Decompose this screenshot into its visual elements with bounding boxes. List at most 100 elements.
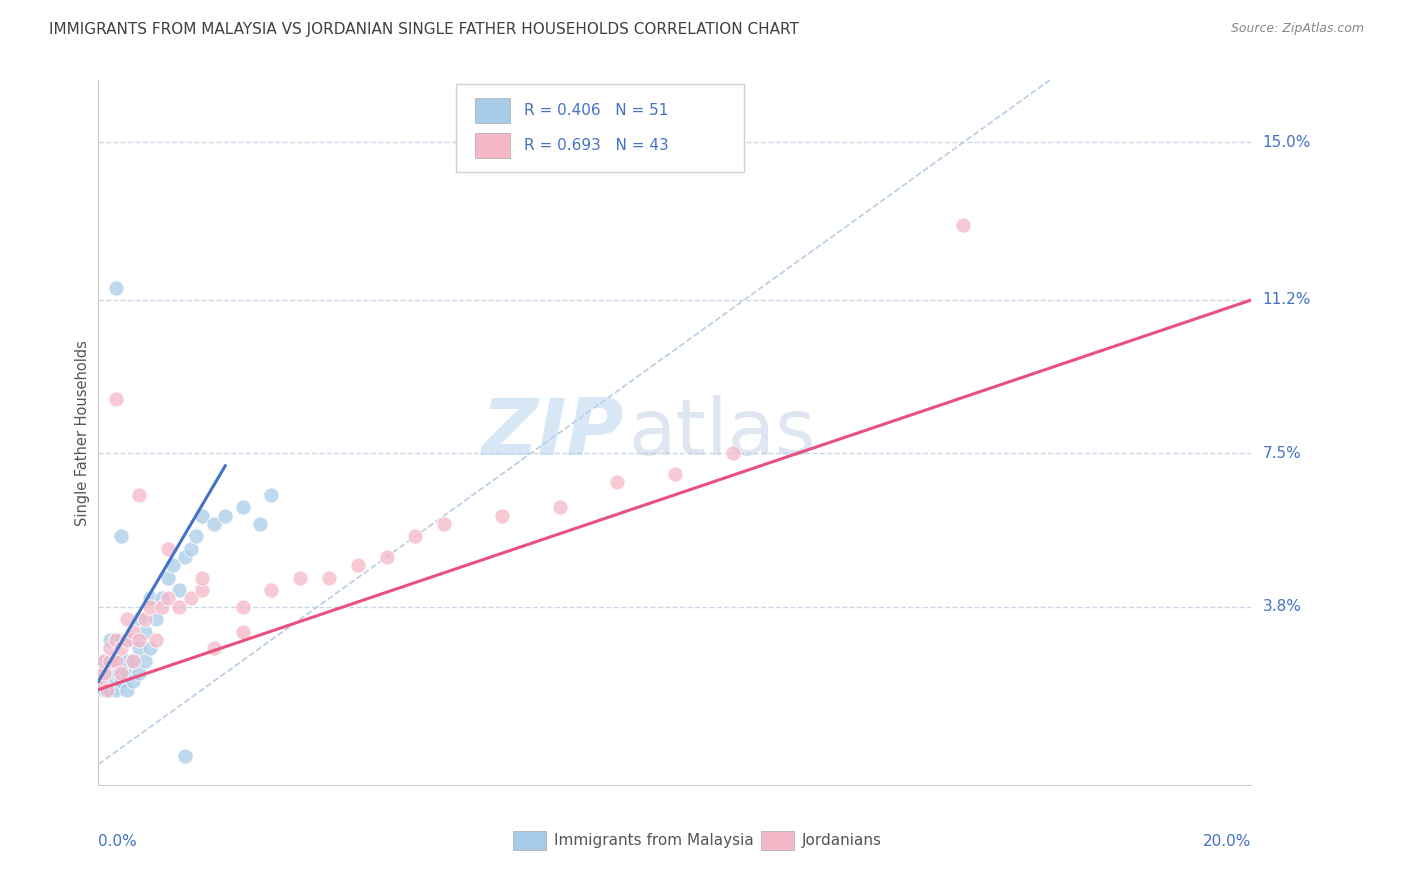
Point [433, 516, 456, 531]
Text: atlas: atlas [628, 394, 817, 471]
FancyBboxPatch shape [762, 830, 793, 850]
Point [98, 666, 121, 681]
Point [139, 591, 162, 606]
Point [110, 666, 132, 681]
Text: R = 0.406   N = 51: R = 0.406 N = 51 [524, 103, 668, 118]
Text: 0.0%: 0.0% [98, 834, 138, 849]
Point [174, 549, 197, 564]
Point [122, 674, 145, 689]
FancyBboxPatch shape [475, 133, 510, 158]
Point [139, 599, 162, 614]
Point [260, 583, 283, 598]
Point [122, 632, 145, 647]
Point [405, 529, 427, 543]
Point [214, 508, 236, 523]
Point [202, 641, 225, 656]
Point [231, 599, 254, 614]
Point [110, 641, 132, 656]
Point [101, 674, 124, 689]
Point [110, 529, 132, 543]
Point [191, 571, 214, 585]
Point [104, 654, 127, 668]
Point [174, 748, 197, 763]
Point [104, 666, 127, 681]
Point [134, 612, 156, 626]
Point [128, 666, 150, 681]
Point [134, 654, 156, 668]
Text: 20.0%: 20.0% [1204, 834, 1251, 849]
Point [110, 654, 132, 668]
Point [101, 654, 124, 668]
Point [139, 641, 162, 656]
Point [290, 571, 312, 585]
Point [249, 516, 271, 531]
FancyBboxPatch shape [513, 830, 546, 850]
Point [110, 674, 132, 689]
Text: 7.5%: 7.5% [1263, 446, 1301, 461]
Point [107, 666, 129, 681]
Point [93, 666, 115, 681]
Text: IMMIGRANTS FROM MALAYSIA VS JORDANIAN SINGLE FATHER HOUSEHOLDS CORRELATION CHART: IMMIGRANTS FROM MALAYSIA VS JORDANIAN SI… [49, 22, 799, 37]
Point [110, 632, 132, 647]
Point [93, 654, 115, 668]
Point [231, 500, 254, 515]
Point [491, 508, 513, 523]
Point [98, 654, 121, 668]
Point [606, 475, 628, 490]
Point [145, 612, 167, 626]
Point [90, 674, 112, 689]
Point [104, 682, 127, 697]
Point [96, 682, 118, 697]
Point [156, 591, 179, 606]
Point [150, 591, 173, 606]
Point [98, 641, 121, 656]
Point [104, 632, 127, 647]
Point [260, 488, 283, 502]
Point [104, 654, 127, 668]
Text: ZIP: ZIP [481, 394, 623, 471]
Point [104, 280, 127, 294]
Point [162, 558, 184, 573]
Y-axis label: Single Father Households: Single Father Households [75, 340, 90, 525]
Text: Source: ZipAtlas.com: Source: ZipAtlas.com [1230, 22, 1364, 36]
Text: R = 0.693   N = 43: R = 0.693 N = 43 [524, 138, 669, 153]
Point [98, 682, 121, 697]
Point [93, 654, 115, 668]
Point [180, 541, 202, 556]
Text: Immigrants from Malaysia: Immigrants from Malaysia [554, 833, 754, 848]
Point [191, 508, 214, 523]
Point [117, 666, 139, 681]
Point [202, 516, 225, 531]
Point [145, 632, 167, 647]
FancyBboxPatch shape [456, 84, 744, 172]
Text: 15.0%: 15.0% [1263, 135, 1310, 150]
Point [346, 558, 368, 573]
Point [167, 599, 190, 614]
Text: 11.2%: 11.2% [1263, 293, 1310, 308]
Point [664, 467, 686, 481]
Point [156, 571, 179, 585]
Point [117, 654, 139, 668]
Point [122, 654, 145, 668]
Point [117, 632, 139, 647]
Point [117, 632, 139, 647]
Point [128, 612, 150, 626]
Point [156, 541, 179, 556]
Point [186, 529, 208, 543]
Point [375, 549, 398, 564]
Point [548, 500, 571, 515]
Point [117, 612, 139, 626]
Point [93, 666, 115, 681]
Point [721, 446, 744, 460]
Point [180, 591, 202, 606]
Point [150, 599, 173, 614]
Point [96, 654, 118, 668]
Point [128, 632, 150, 647]
Text: Jordanians: Jordanians [801, 833, 882, 848]
Point [231, 624, 254, 639]
Point [90, 674, 112, 689]
Point [318, 571, 340, 585]
Point [93, 682, 115, 697]
FancyBboxPatch shape [475, 98, 510, 122]
Point [96, 674, 118, 689]
